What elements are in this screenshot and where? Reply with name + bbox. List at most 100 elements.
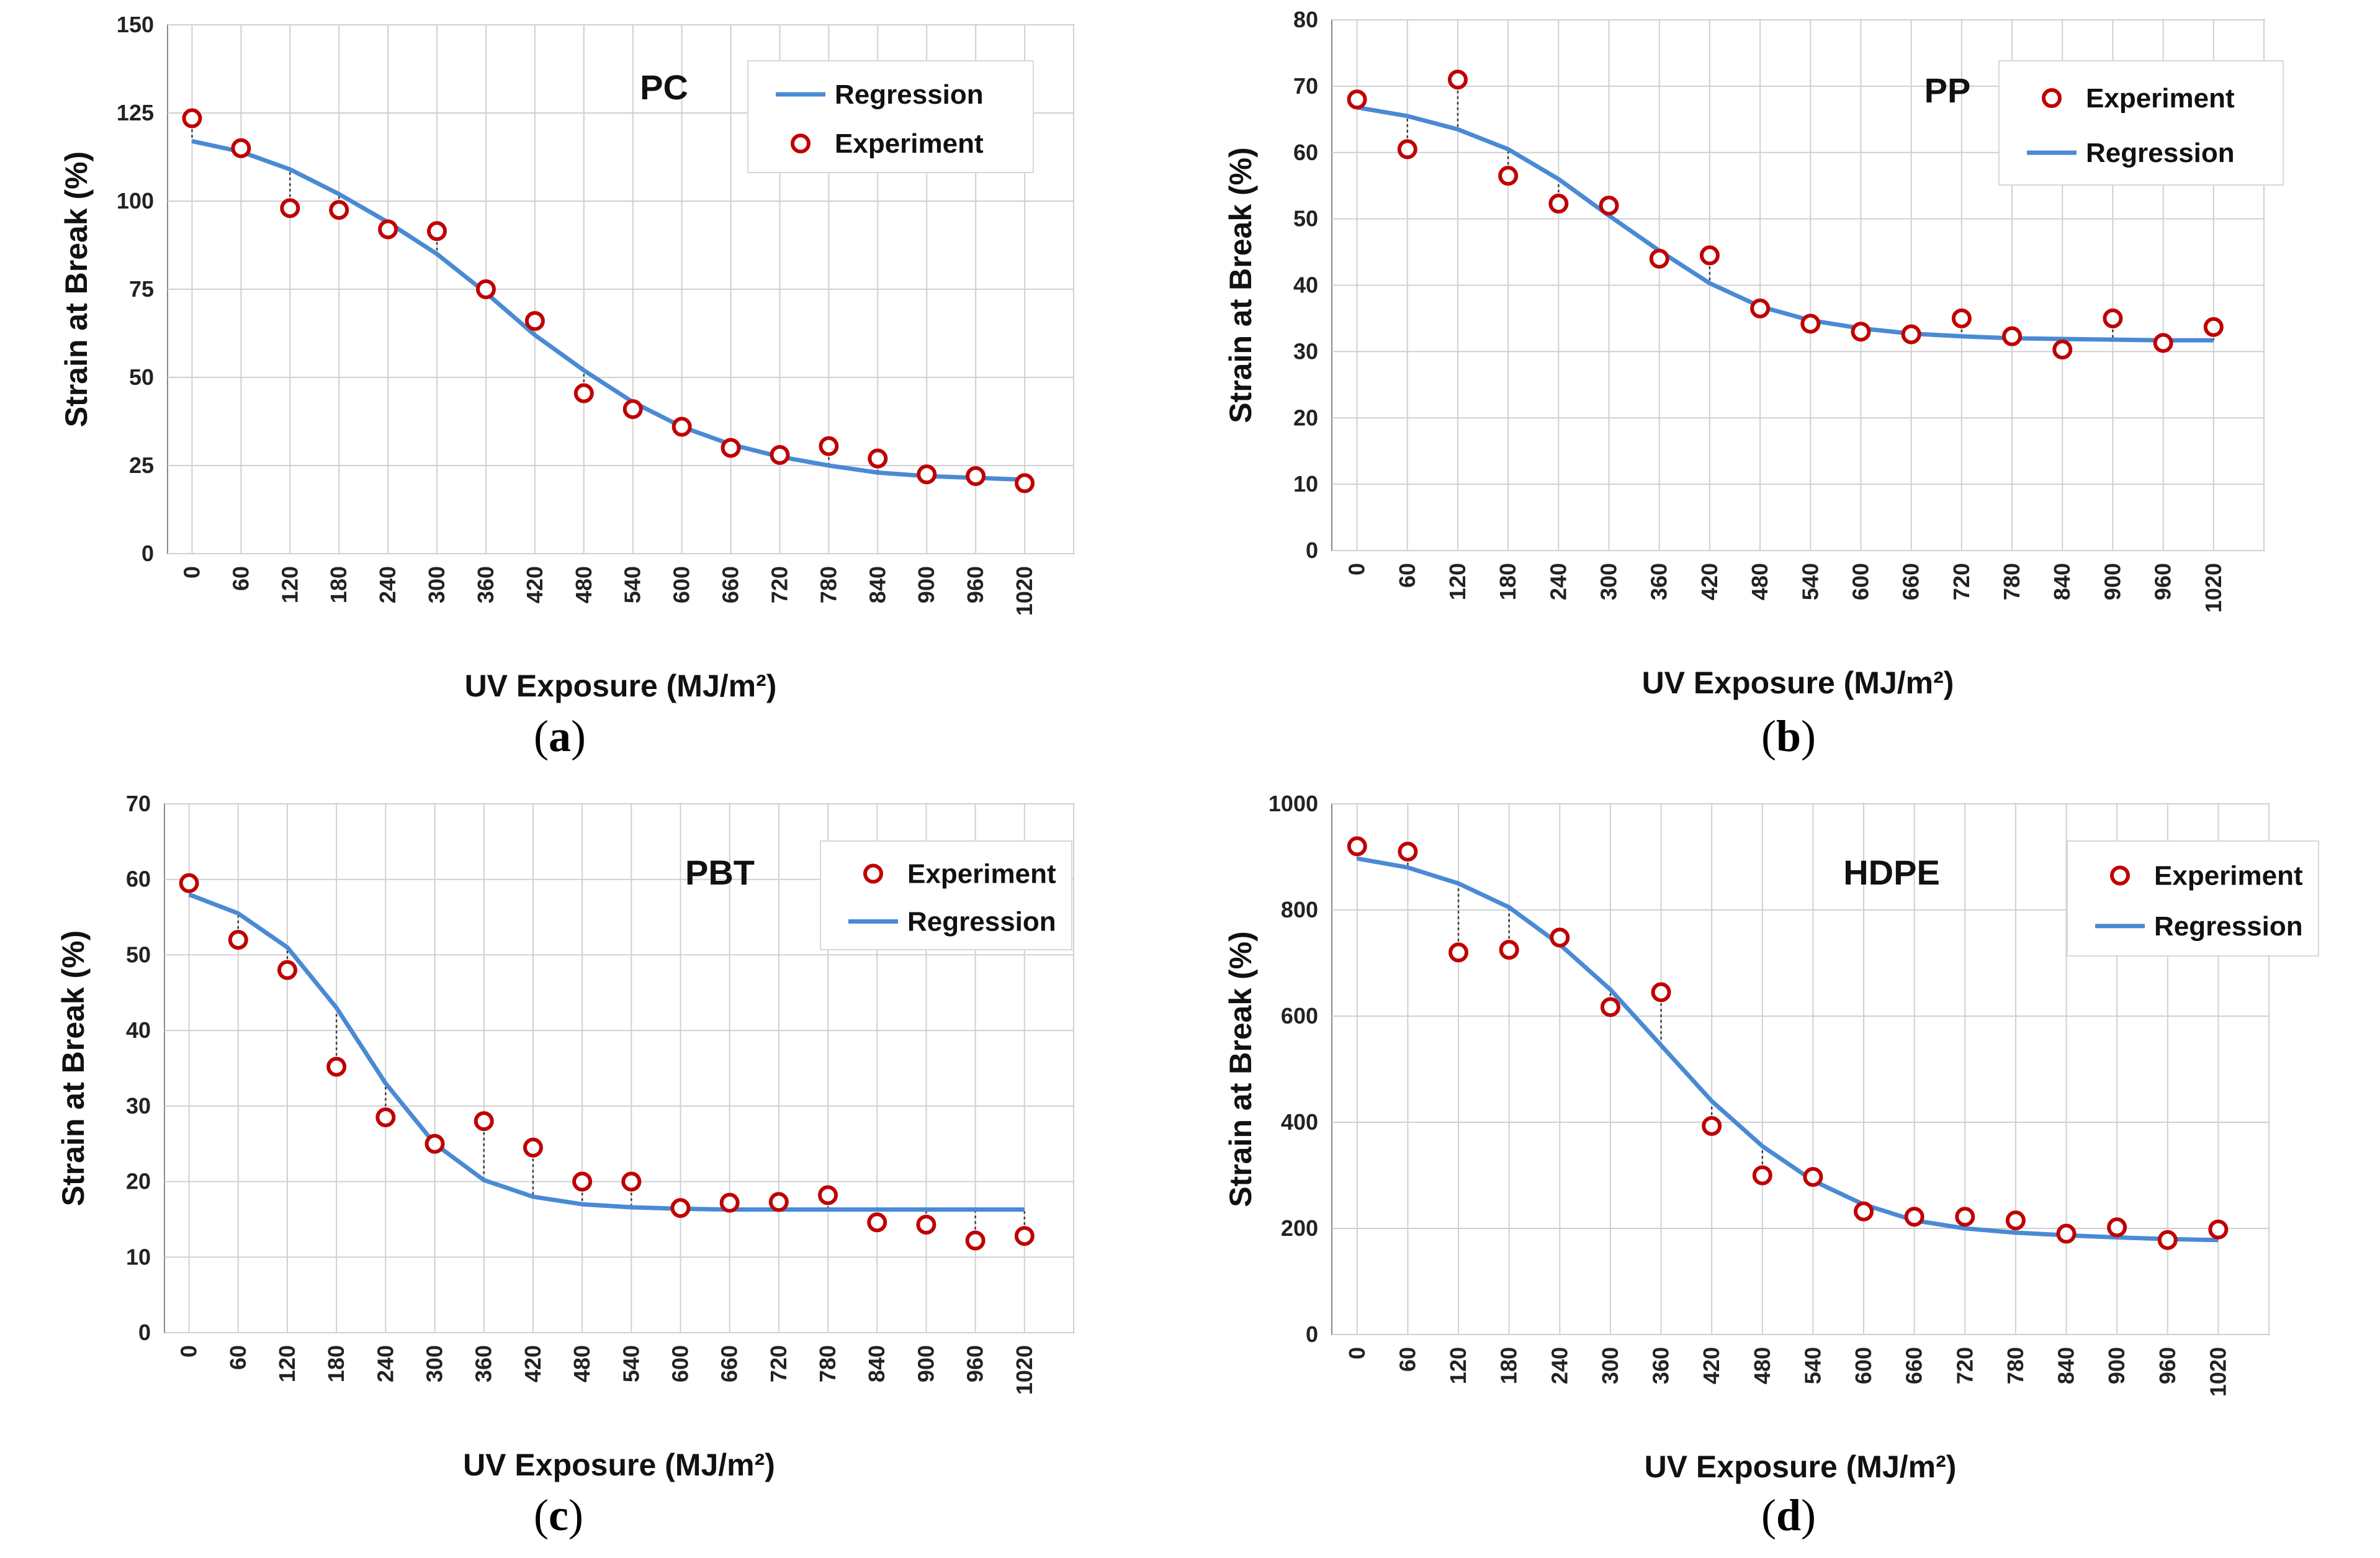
y-tick-label: 70 xyxy=(1293,73,1318,99)
legend-box xyxy=(820,840,1072,950)
x-tick-label: 0 xyxy=(179,566,204,579)
x-tick-label: 420 xyxy=(1699,1347,1724,1384)
legend-experiment-swatch xyxy=(791,133,811,154)
y-tick-label: 600 xyxy=(1281,1003,1318,1029)
x-tick-label: 240 xyxy=(375,566,400,603)
x-axis-title: UV Exposure (MJ/m²) xyxy=(465,669,777,703)
experiment-point xyxy=(2103,308,2123,328)
x-axis-title: UV Exposure (MJ/m²) xyxy=(1642,665,1954,700)
experiment-point xyxy=(1901,324,1921,344)
experiment-point xyxy=(768,1192,789,1212)
x-tick-label: 120 xyxy=(277,566,302,603)
x-tick-label: 120 xyxy=(1445,563,1470,600)
y-tick-label: 50 xyxy=(129,364,154,390)
experiment-point xyxy=(917,464,937,485)
x-tick-label: 960 xyxy=(2155,1347,2180,1384)
x-tick-label: 240 xyxy=(1545,563,1571,600)
experiment-point xyxy=(965,1230,986,1251)
experiment-point xyxy=(1015,473,1035,493)
experiment-point xyxy=(916,1214,936,1235)
y-tick-label: 70 xyxy=(126,791,151,816)
x-tick-label: 60 xyxy=(225,1345,251,1370)
x-tick-label: 420 xyxy=(520,1345,546,1382)
x-tick-label: 660 xyxy=(718,566,743,603)
chart-title: PC xyxy=(640,68,688,107)
experiment-point xyxy=(819,436,839,456)
legend-label: Experiment xyxy=(907,859,1056,889)
experiment-point xyxy=(329,200,349,220)
x-tick-label: 420 xyxy=(522,566,547,603)
legend-box xyxy=(1998,60,2284,186)
experiment-point xyxy=(524,311,545,331)
x-tick-label: 180 xyxy=(1495,563,1520,600)
x-tick-label: 120 xyxy=(274,1345,300,1382)
x-tick-label: 600 xyxy=(1848,563,1873,600)
legend-box xyxy=(2067,840,2319,957)
experiment-point xyxy=(1347,836,1367,857)
x-tick-label: 0 xyxy=(1344,1347,1370,1359)
x-tick-label: 480 xyxy=(1749,1347,1775,1384)
x-tick-label: 60 xyxy=(1394,563,1420,588)
legend-label: Experiment xyxy=(2086,83,2235,114)
legend-experiment-swatch xyxy=(2110,865,2130,886)
panel-a: 0 25 50 75 100 125 150 0 60 120 180 240 300 360 420 480… xyxy=(0,0,1190,779)
x-tick-label: 180 xyxy=(323,1345,349,1382)
panel-b: 0 10 20 30 40 50 60 70 80 0 60 120 180 240 300 360 420 48… xyxy=(1190,0,2380,779)
caption-d: (d) xyxy=(1761,1490,1816,1540)
x-tick-label: 180 xyxy=(326,566,351,603)
experiment-point xyxy=(228,930,248,950)
y-tick-label: 0 xyxy=(1306,538,1318,563)
x-tick-label: 780 xyxy=(1999,563,2024,600)
x-tick-label: 480 xyxy=(571,566,596,603)
y-tick-label: 1000 xyxy=(1269,791,1318,816)
experiment-point xyxy=(2052,340,2073,360)
experiment-point xyxy=(2208,1219,2229,1240)
x-tick-label: 660 xyxy=(1898,563,1924,600)
y-tick-label: 60 xyxy=(1293,140,1318,165)
experiment-point xyxy=(475,279,496,299)
experiment-point xyxy=(671,417,692,437)
legend-label: Regression xyxy=(907,907,1056,937)
experiment-point xyxy=(378,219,398,240)
x-tick-label: 600 xyxy=(667,1345,693,1382)
experiment-point xyxy=(2107,1217,2127,1238)
x-tick-label: 480 xyxy=(569,1345,595,1382)
x-tick-label: 900 xyxy=(913,1345,938,1382)
y-tick-label: 30 xyxy=(126,1093,151,1119)
y-tick-label: 30 xyxy=(1293,338,1318,364)
experiment-point xyxy=(573,383,594,403)
caption-b: (b) xyxy=(1761,711,1816,761)
x-tick-label: 960 xyxy=(963,566,988,603)
x-tick-label: 540 xyxy=(1800,1347,1825,1384)
x-tick-label: 780 xyxy=(2003,1347,2028,1384)
experiment-point xyxy=(966,466,986,487)
y-tick-label: 40 xyxy=(1293,272,1318,298)
x-tick-label: 1020 xyxy=(2205,1347,2230,1397)
regression-series-line xyxy=(188,892,1025,1212)
x-tick-label: 1020 xyxy=(2201,563,2226,613)
y-tick-label: 20 xyxy=(1293,405,1318,430)
x-tick-label: 300 xyxy=(422,1345,447,1382)
x-tick-label: 120 xyxy=(1445,1347,1471,1384)
x-axis-title: UV Exposure (MJ/m²) xyxy=(1645,1449,1957,1484)
experiment-point xyxy=(770,444,790,465)
y-tick-label: 20 xyxy=(126,1169,151,1194)
experiment-point xyxy=(2005,1210,2026,1231)
experiment-point xyxy=(1702,1115,1722,1136)
y-tick-label: 75 xyxy=(129,276,154,302)
x-tick-label: 720 xyxy=(1949,563,1974,600)
x-tick-label: 720 xyxy=(1952,1347,1977,1384)
experiment-point xyxy=(2157,1230,2178,1250)
x-tick-label: 240 xyxy=(1547,1347,1572,1384)
experiment-point xyxy=(1498,166,1519,186)
legend-label: Experiment xyxy=(835,128,984,159)
legend-experiment-swatch xyxy=(863,863,883,884)
x-tick-label: 780 xyxy=(815,1345,840,1382)
caption-a: (a) xyxy=(534,711,586,761)
x-tick-label: 0 xyxy=(1344,563,1370,575)
y-tick-label: 0 xyxy=(141,541,154,566)
x-tick-label: 420 xyxy=(1697,563,1722,600)
legend-label: Regression xyxy=(835,79,984,110)
chart-title: PBT xyxy=(685,853,755,892)
experiment-point xyxy=(1548,194,1569,214)
